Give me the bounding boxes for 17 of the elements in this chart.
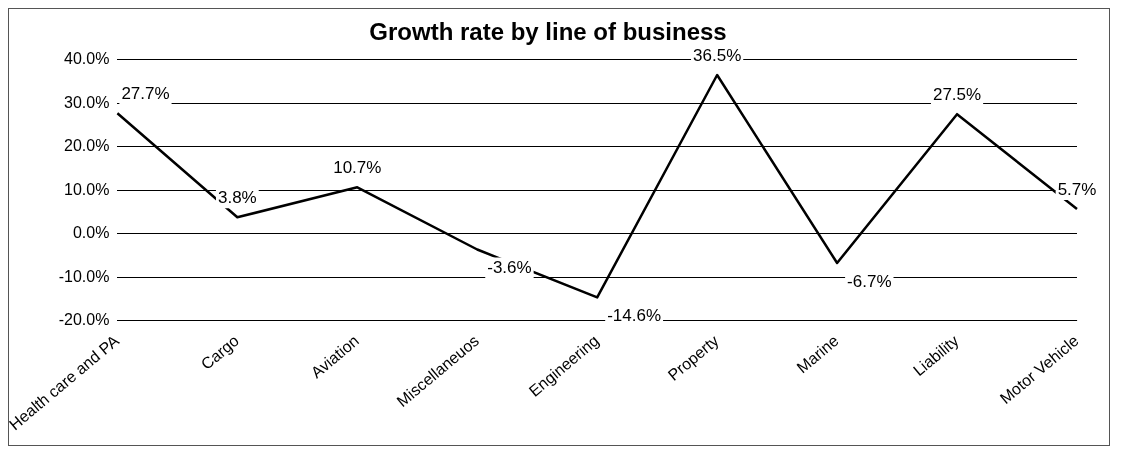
y-tick-label: 40.0% (64, 50, 110, 68)
y-tick-label: -20.0% (58, 311, 110, 329)
y-tick-label: 30.0% (64, 93, 110, 111)
data-label: 27.5% (932, 84, 982, 104)
data-label: -14.6% (607, 306, 662, 326)
chart-title: Growth rate by line of business (369, 18, 727, 46)
data-label: -6.7% (847, 271, 892, 291)
data-label: 27.7% (121, 84, 170, 104)
y-tick-label: 10.0% (64, 180, 110, 198)
data-label: -3.6% (487, 258, 532, 278)
data-label: 36.5% (693, 45, 742, 65)
data-label: 5.7% (1057, 179, 1097, 199)
y-tick-label: 0.0% (72, 224, 110, 242)
data-label: 3.8% (217, 188, 257, 207)
y-tick-label: -10.0% (58, 267, 110, 285)
data-label: 10.7% (333, 157, 382, 177)
y-tick-label: 20.0% (64, 137, 110, 155)
